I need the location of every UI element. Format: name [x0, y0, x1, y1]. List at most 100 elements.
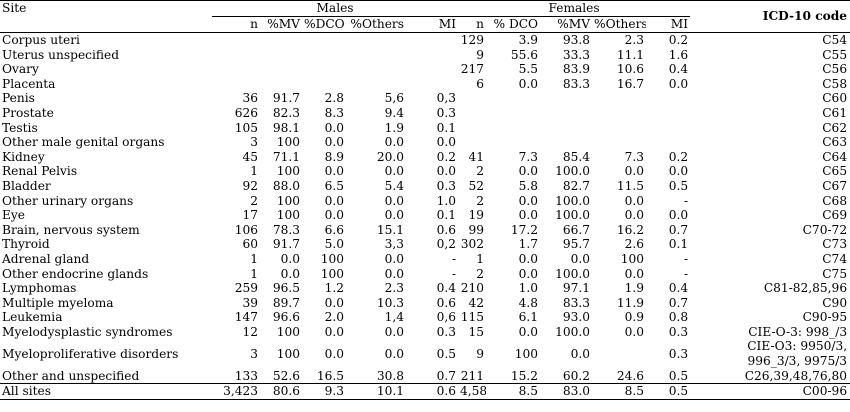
female-value-cell: 83.3 — [562, 76, 591, 91]
female-value-cell: 19 — [468, 208, 485, 223]
male-value-cell — [212, 62, 260, 77]
male-value-cell: 2 — [250, 193, 258, 208]
male-value-cell: 0.0 — [280, 251, 300, 266]
icd-code-cell: C61 — [822, 105, 848, 120]
male-value-cell: 1 — [250, 164, 258, 179]
male-value-cell: 96.5 — [272, 281, 300, 296]
female-value-cell: 16.2 — [616, 222, 645, 237]
male-value-cell: 1 — [250, 251, 258, 266]
male-value-cell: 259 — [234, 281, 258, 296]
female-value-cell — [458, 121, 486, 136]
table-body: Corpus uteri 129 3.9 93.8 2.3 0.2 C54 Uterus un… — [0, 33, 850, 400]
female-value-cell: 0.0 — [518, 76, 539, 91]
male-value-cell: 3 — [250, 346, 258, 361]
female-value-cell: 66.7 — [562, 222, 591, 237]
female-value-cell: 1.0 — [518, 281, 539, 296]
male-value-cell — [302, 48, 346, 63]
female-value-cell — [592, 91, 646, 106]
female-value-cell: 97.1 — [562, 281, 591, 296]
male-value-cell: 5.0 — [324, 237, 344, 252]
male-value-cell: 20.0 — [376, 149, 404, 164]
site-cell: Renal Pelvis — [2, 164, 78, 179]
female-value-cell: 0.0 — [570, 251, 591, 266]
female-value-cell: 0.0 — [624, 208, 645, 223]
table-row: Kidney 45 71.1 8.9 20.0 0.2 41 7.3 85.4 7.3 0.2 C64 — [0, 150, 850, 165]
icd-code-cell: C75 — [822, 266, 848, 281]
female-value-cell: 6.1 — [518, 310, 539, 325]
female-value-cell: 0.2 — [668, 149, 689, 164]
male-value-cell: 78.3 — [272, 222, 300, 237]
male-value-cell: 0.0 — [324, 120, 344, 135]
table-row: Penis 36 91.7 2.8 5,6 0,3 C60 — [0, 91, 850, 106]
male-value-cell: 8.9 — [324, 149, 344, 164]
header-column-row: n %MV %DCO %Others MI n % DCO %MV %Other… — [0, 16, 850, 33]
male-value-cell: 0.1 — [436, 120, 457, 135]
col-header: %MV — [540, 16, 593, 33]
col-header: n — [458, 16, 487, 33]
female-value-cell — [540, 135, 592, 150]
female-value-cell: 16.7 — [616, 76, 645, 91]
site-cell: Leukemia — [2, 310, 63, 325]
female-value-cell: 5.5 — [518, 62, 539, 77]
male-value-cell: 100 — [276, 193, 300, 208]
male-value-cell: 6.5 — [324, 178, 344, 193]
table-row: Multiple myeloma 39 89.7 0.0 10.3 0.6 42 4.8 83.… — [0, 296, 850, 311]
female-value-cell — [458, 135, 486, 150]
male-value-cell: 91.7 — [272, 91, 300, 106]
table-row: Placenta 6 0.0 83.3 16.7 0.0 C58 — [0, 77, 850, 92]
female-value-cell: 9 — [476, 47, 485, 62]
female-value-cell: 100 — [514, 346, 539, 361]
male-value-cell: 147 — [234, 310, 258, 325]
male-value-cell: 0.6 — [436, 295, 457, 310]
female-value-cell: 9 — [476, 346, 485, 361]
female-value-cell: 129 — [460, 33, 485, 47]
female-value-cell — [486, 91, 540, 106]
site-cell: Prostate — [2, 105, 54, 120]
table-row: Bladder 92 88.0 6.5 5.4 0.3 52 5.8 82.7 11.5 0.5 C6… — [0, 179, 850, 194]
female-value-cell: 0.5 — [668, 178, 689, 193]
table-row: All sites3,42380.69.310.10.64,5848.583.0… — [0, 383, 850, 400]
col-header: %Others — [592, 16, 647, 33]
table-header: Site Males Females ICD-10 code n %MV %DC… — [0, 0, 850, 33]
male-value-cell: 1 — [250, 266, 258, 281]
site-cell: Adrenal gland — [2, 251, 90, 266]
table-row: Other endocrine glands 1 0.0 100 0.0 - 2 0.0 100… — [0, 267, 850, 282]
male-value-cell — [346, 62, 406, 77]
female-value-cell: 11.1 — [616, 47, 645, 62]
male-value-cell: 0.0 — [436, 164, 457, 179]
male-value-cell: 12 — [242, 324, 258, 339]
male-value-cell: 0.0 — [280, 266, 300, 281]
male-value-cell: 106 — [234, 222, 258, 237]
female-value-cell: 0.0 — [518, 193, 539, 208]
female-value-cell: 85.4 — [562, 149, 591, 164]
female-value-cell — [646, 121, 690, 136]
male-value-cell: 0.0 — [324, 193, 344, 208]
table-row: Other urinary organs 2 100 0.0 0.0 1.0 2 0.0 100… — [0, 194, 850, 209]
male-value-cell — [406, 77, 458, 92]
male-value-cell: 0.0 — [384, 251, 404, 266]
female-value-cell: 0.0 — [668, 208, 689, 223]
female-value-cell: 93.0 — [562, 310, 591, 325]
site-cell: Myeloproliferative disorders — [2, 346, 179, 361]
site-cell: Multiple myeloma — [2, 295, 114, 310]
female-value-cell — [486, 121, 540, 136]
icd-code-cell: C26,39,48,76,80 — [744, 368, 848, 383]
table-row: Testis 105 98.1 0.0 1.9 0.1 C62 — [0, 121, 850, 136]
female-value-cell: 10.6 — [616, 62, 645, 77]
male-value-cell: 89.7 — [272, 295, 300, 310]
site-cell: Myelodysplastic syndromes — [2, 324, 173, 339]
male-value-cell: 80.6 — [260, 383, 302, 400]
col-header: %Others — [346, 16, 406, 33]
male-value-cell: 2.8 — [324, 91, 344, 106]
site-header: Site — [0, 0, 212, 33]
female-value-cell: 0.7 — [668, 295, 689, 310]
male-value-cell: 0.0 — [324, 164, 344, 179]
site-cell: Uterus unspecified — [2, 47, 120, 62]
icd-code-cell: C69 — [822, 208, 848, 223]
female-value-cell: 0.5 — [668, 368, 689, 383]
male-value-cell: 60 — [242, 237, 258, 252]
male-value-cell: 0.0 — [384, 324, 404, 339]
table-row: Myeloproliferative disorders 3 100 0.0 0.0 0.… — [0, 339, 850, 368]
female-value-cell — [592, 135, 646, 150]
icd-code-cell: C90-95 — [802, 310, 848, 325]
